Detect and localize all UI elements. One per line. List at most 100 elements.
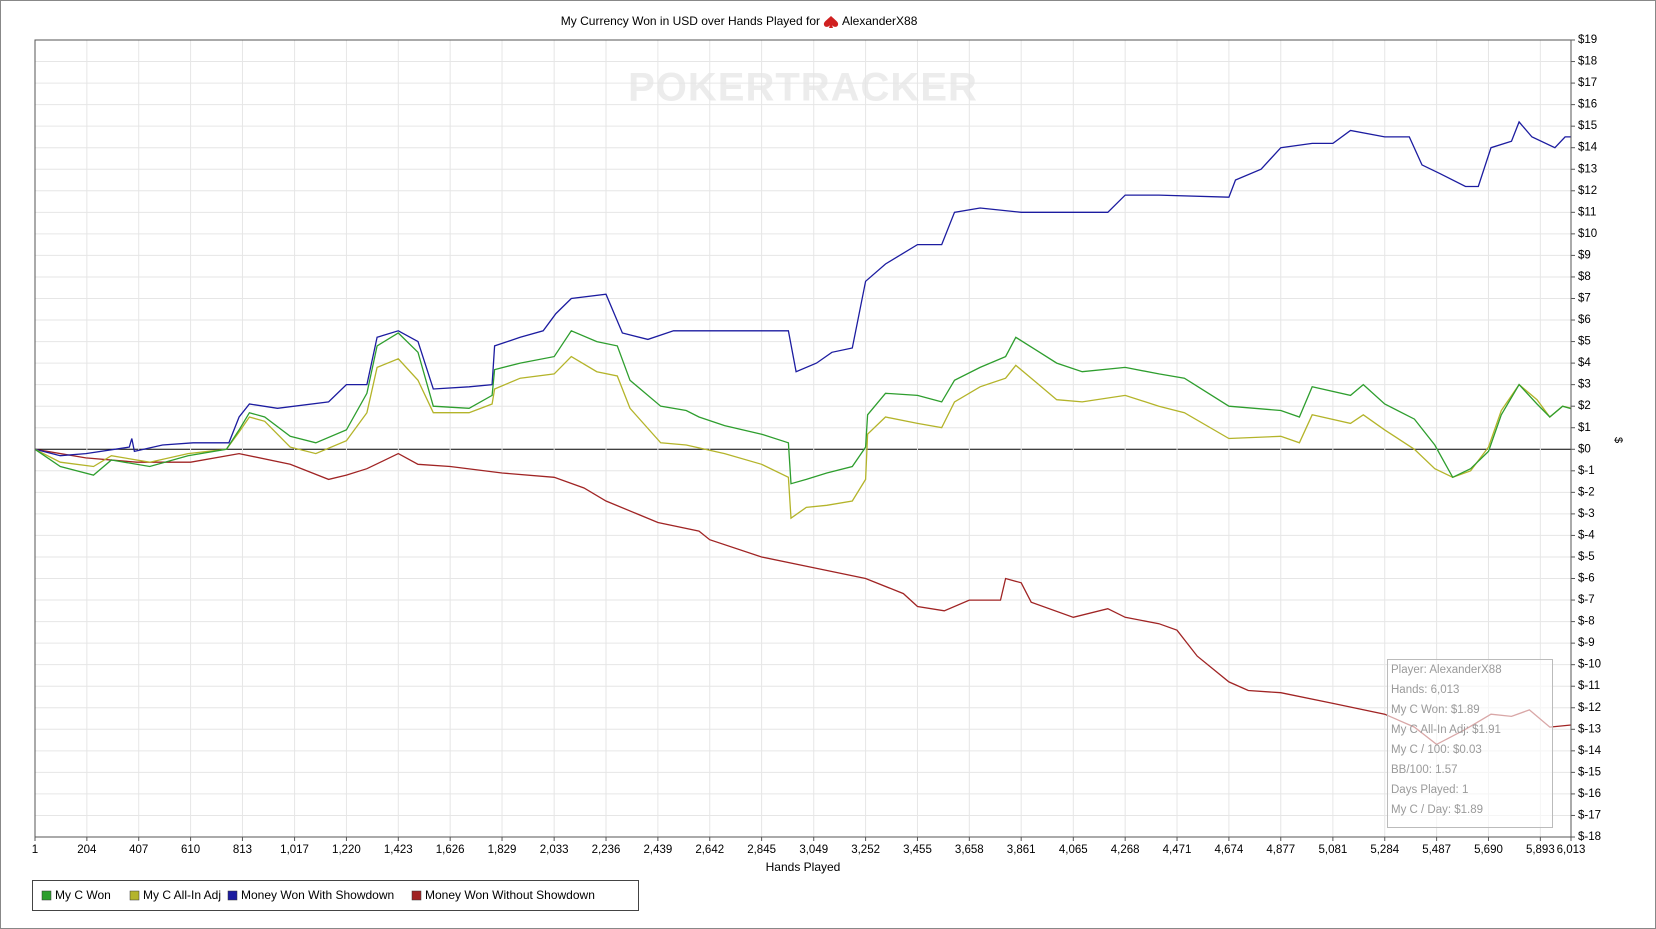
- x-tick-label: 1,829: [488, 844, 517, 856]
- series-line: [34, 120, 1571, 457]
- grid: [34, 39, 1572, 838]
- player-name: AlexanderX88: [842, 14, 918, 28]
- x-tick-label: 1,220: [332, 844, 361, 856]
- info-line: My C Won: $1.89: [1391, 704, 1480, 716]
- legend-label: My C All-In Adj: [143, 888, 221, 902]
- x-tick-label: 4,268: [1111, 844, 1140, 856]
- x-tick-label: 1,423: [384, 844, 413, 856]
- y-tick-label: $-15: [1578, 766, 1601, 778]
- info-line: My C / Day: $1.89: [1391, 804, 1483, 816]
- x-tick-label: 5,690: [1474, 844, 1503, 856]
- legend-swatch: [129, 890, 140, 901]
- plot-frame: [34, 39, 1572, 838]
- y-tick-label: $5: [1578, 336, 1591, 348]
- y-tick-label: $-12: [1578, 702, 1601, 714]
- y-tick-label: $16: [1578, 99, 1597, 111]
- y-tick-label: $7: [1578, 293, 1591, 305]
- x-tick-label: 4,065: [1059, 844, 1088, 856]
- x-tick-label: 2,642: [695, 844, 724, 856]
- watermark: POKERTRACKER: [628, 66, 978, 110]
- info-line: Days Played: 1: [1391, 784, 1468, 796]
- legend-label: Money Won With Showdown: [241, 888, 394, 902]
- x-tick-label: 4,877: [1266, 844, 1295, 856]
- x-tick-label: 2,033: [540, 844, 569, 856]
- y-tick-label: $-16: [1578, 788, 1601, 800]
- info-line: BB/100: 1.57: [1391, 764, 1458, 776]
- y-tick-label: $17: [1578, 77, 1597, 89]
- y-axis-label: $: [1612, 437, 1624, 443]
- x-tick-label: 4,471: [1163, 844, 1192, 856]
- y-tick-label: $12: [1578, 185, 1597, 197]
- x-tick-label: 1: [32, 844, 38, 856]
- legend-swatch: [41, 890, 52, 901]
- info-line: My C / 100: $0.03: [1391, 744, 1482, 756]
- legend-label: My C Won: [55, 888, 111, 902]
- y-tick-label: $-6: [1578, 573, 1595, 585]
- x-tick-label: 2,439: [643, 844, 672, 856]
- x-tick-label: 3,658: [955, 844, 984, 856]
- y-tick-label: $-4: [1578, 529, 1595, 541]
- legend-swatch: [411, 890, 422, 901]
- x-tick-label: 6,013: [1557, 844, 1586, 856]
- x-axis-label: Hands Played: [766, 860, 841, 874]
- series-line: [34, 329, 1572, 485]
- y-tick-label: $2: [1578, 400, 1591, 412]
- y-tick-label: $-13: [1578, 723, 1601, 735]
- y-tick-label: $-3: [1578, 508, 1595, 520]
- chart-title: My Currency Won in USD over Hands Played…: [561, 14, 820, 28]
- x-tick-label: 610: [181, 844, 200, 856]
- x-tick-label: 3,455: [903, 844, 932, 856]
- series-lines: [34, 120, 1572, 746]
- x-tick-label: 5,893: [1526, 844, 1555, 856]
- y-tick-label: $4: [1578, 357, 1591, 369]
- y-tick-label: $18: [1578, 56, 1597, 68]
- legend-swatch: [227, 890, 238, 901]
- x-tick-label: 3,861: [1007, 844, 1036, 856]
- y-tick-label: $13: [1578, 163, 1597, 175]
- y-tick-label: $-1: [1578, 465, 1595, 477]
- x-tick-label: 813: [233, 844, 252, 856]
- y-tick-label: $11: [1578, 206, 1596, 218]
- x-tick-label: 5,081: [1318, 844, 1347, 856]
- x-tick-label: 204: [77, 844, 97, 856]
- y-tick-label: $15: [1578, 120, 1597, 132]
- x-tick-label: 1,626: [436, 844, 465, 856]
- y-tick-label: $6: [1578, 314, 1591, 326]
- series-line: [34, 355, 1572, 520]
- y-tick-label: $-10: [1578, 659, 1601, 671]
- info-line: Hands: 6,013: [1391, 684, 1459, 696]
- y-tick-label: $-2: [1578, 486, 1595, 498]
- y-tick-label: $9: [1578, 249, 1591, 261]
- y-tick-label: $0: [1578, 443, 1591, 455]
- x-tick-label: 3,252: [851, 844, 880, 856]
- y-tick-label: $8: [1578, 271, 1591, 283]
- x-tick-label: 2,236: [592, 844, 621, 856]
- legend-label: Money Won Without Showdown: [425, 888, 595, 902]
- y-tick-label: $3: [1578, 379, 1591, 391]
- x-tick-label: 1,017: [280, 844, 309, 856]
- x-tick-label: 4,674: [1215, 844, 1244, 856]
- x-tick-label: 5,284: [1370, 844, 1399, 856]
- y-tick-label: $-14: [1578, 745, 1602, 757]
- y-tick-label: $-9: [1578, 637, 1595, 649]
- y-tick-label: $1: [1578, 422, 1591, 434]
- y-tick-label: $14: [1578, 142, 1598, 154]
- y-tick-label: $19: [1578, 34, 1597, 46]
- series-line: [34, 448, 1572, 746]
- y-tick-label: $-17: [1578, 809, 1601, 821]
- spade-icon: [823, 16, 839, 28]
- x-tick-label: 3,049: [799, 844, 828, 856]
- y-tick-label: $-5: [1578, 551, 1595, 563]
- info-line: My C All-In Adj: $1.91: [1391, 724, 1501, 736]
- y-tick-label: $-8: [1578, 616, 1595, 628]
- y-tick-label: $-18: [1578, 831, 1601, 843]
- info-line: Player: AlexanderX88: [1391, 664, 1502, 676]
- y-tick-label: $-11: [1578, 680, 1600, 692]
- y-tick-label: $-7: [1578, 594, 1595, 606]
- y-tick-label: $10: [1578, 228, 1597, 240]
- x-tick-label: 407: [129, 844, 148, 856]
- x-tick-label: 2,845: [747, 844, 776, 856]
- info-box: [1387, 659, 1553, 828]
